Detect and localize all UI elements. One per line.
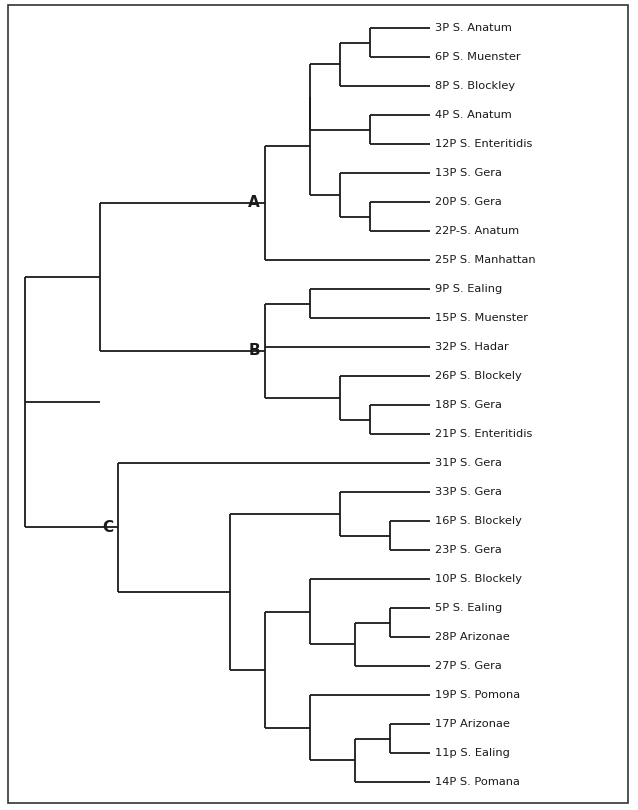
Text: 33P S. Gera: 33P S. Gera [435,487,502,497]
Text: 4P S. Anatum: 4P S. Anatum [435,110,512,120]
Text: 22P-S. Anatum: 22P-S. Anatum [435,226,519,236]
Text: 10P S. Blockely: 10P S. Blockely [435,574,522,584]
Text: 5P S. Ealing: 5P S. Ealing [435,603,502,613]
Text: 20P S. Gera: 20P S. Gera [435,197,501,207]
Text: 21P S. Enteritidis: 21P S. Enteritidis [435,429,532,439]
Text: 13P S. Gera: 13P S. Gera [435,168,502,178]
Text: 16P S. Blockely: 16P S. Blockely [435,516,522,526]
Text: A: A [248,195,260,211]
Text: 11p S. Ealing: 11p S. Ealing [435,748,510,758]
Text: 6P S. Muenster: 6P S. Muenster [435,52,521,62]
Text: 15P S. Muenster: 15P S. Muenster [435,313,528,323]
Text: 28P Arizonae: 28P Arizonae [435,632,510,642]
Text: 31P S. Gera: 31P S. Gera [435,458,502,468]
Text: 32P S. Hadar: 32P S. Hadar [435,342,508,352]
Text: 12P S. Enteritidis: 12P S. Enteritidis [435,139,532,149]
Text: 19P S. Pomona: 19P S. Pomona [435,690,520,700]
Text: 17P Arizonae: 17P Arizonae [435,719,510,729]
Text: 18P S. Gera: 18P S. Gera [435,400,502,410]
Text: C: C [102,520,113,535]
Text: B: B [248,343,260,358]
Text: 25P S. Manhattan: 25P S. Manhattan [435,255,536,265]
Text: 14P S. Pomana: 14P S. Pomana [435,777,520,787]
Text: 8P S. Blockley: 8P S. Blockley [435,81,515,91]
Text: 26P S. Blockely: 26P S. Blockely [435,371,522,381]
Text: 3P S. Anatum: 3P S. Anatum [435,23,512,33]
Text: 27P S. Gera: 27P S. Gera [435,661,501,671]
Text: 23P S. Gera: 23P S. Gera [435,545,501,555]
Text: 9P S. Ealing: 9P S. Ealing [435,284,502,294]
